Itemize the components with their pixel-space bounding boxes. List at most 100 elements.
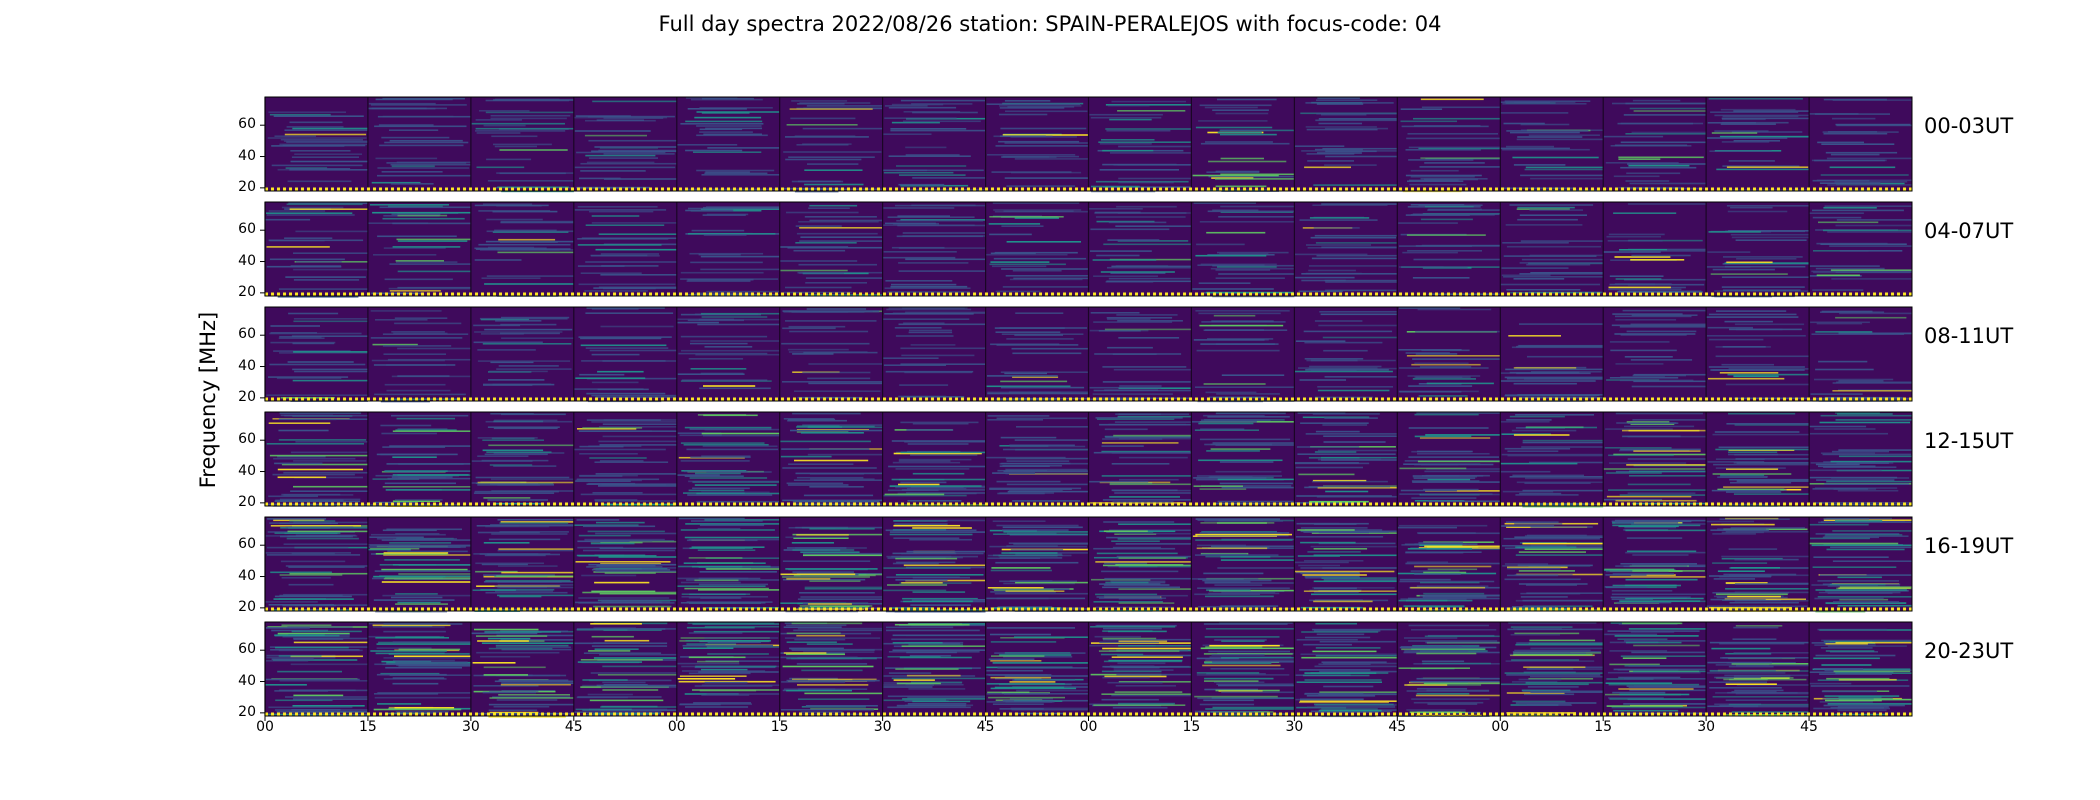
spectral-line — [1218, 690, 1263, 692]
spectral-line — [1412, 358, 1501, 360]
spectral-line — [1002, 286, 1089, 288]
spectral-line — [293, 318, 368, 320]
spectral-line — [1418, 541, 1463, 544]
spectral-line — [1502, 490, 1554, 493]
spectral-line — [1818, 465, 1876, 468]
spectral-line — [786, 578, 831, 580]
spectral-line — [1198, 312, 1281, 315]
spectral-line — [486, 218, 543, 221]
spectral-line — [794, 390, 881, 392]
spectral-line — [995, 290, 1041, 293]
spectral-line — [574, 209, 667, 211]
spectral-line — [986, 385, 1071, 388]
spectral-line — [477, 360, 571, 362]
spectral-line — [489, 370, 548, 373]
spectral-line — [1816, 179, 1912, 182]
spectral-line — [578, 430, 677, 432]
spectral-line — [985, 456, 1066, 459]
spectral-line — [490, 478, 574, 481]
spectral-line — [906, 487, 967, 490]
spectral-line — [1215, 178, 1295, 180]
spectral-line — [912, 527, 972, 529]
spectral-line — [1408, 624, 1489, 627]
spectral-line — [477, 349, 536, 351]
spectral-line — [1119, 532, 1192, 535]
spectral-line — [1090, 398, 1143, 401]
spectral-line — [373, 599, 455, 601]
spectral-line — [499, 149, 568, 151]
spectral-line — [499, 241, 558, 243]
spectral-line — [577, 244, 662, 246]
spectral-line — [1733, 110, 1810, 112]
spectral-line — [1407, 133, 1498, 135]
spectral-line — [477, 437, 538, 439]
spectral-line — [1200, 142, 1290, 145]
spectral-line — [689, 477, 768, 479]
spectral-line — [1427, 500, 1501, 502]
spectral-line — [594, 499, 638, 501]
spectral-line — [591, 353, 640, 356]
spectrum-segment — [573, 517, 677, 611]
spectral-line — [1500, 147, 1570, 150]
spectral-line — [780, 573, 856, 576]
spectral-line — [277, 168, 346, 171]
spectral-line — [1311, 593, 1397, 596]
spectral-line — [797, 684, 869, 686]
spectral-line — [884, 313, 974, 315]
spectral-line — [1819, 421, 1910, 424]
spectral-line — [1618, 186, 1682, 189]
spectral-line — [1725, 582, 1768, 584]
spectral-line — [1513, 164, 1566, 166]
spectral-line — [882, 589, 947, 592]
spectral-line — [1095, 216, 1186, 218]
spectral-line — [289, 520, 336, 522]
spectrum-segment — [1087, 412, 1192, 506]
spectral-line — [1299, 700, 1398, 702]
spectral-line — [1014, 439, 1089, 441]
spectral-line — [790, 117, 856, 120]
spectral-line — [590, 254, 648, 257]
spectral-line — [1204, 636, 1280, 638]
spectral-line — [602, 435, 677, 438]
spectral-line — [284, 609, 339, 611]
spectral-line — [1837, 576, 1882, 579]
spectrum-segment — [1705, 202, 1810, 298]
spectral-line — [695, 353, 780, 356]
spectral-line — [1201, 321, 1286, 323]
spectral-line — [1415, 245, 1501, 247]
spectral-line — [1301, 656, 1398, 659]
spectral-line — [590, 623, 642, 625]
spectral-line — [1607, 630, 1700, 632]
spectral-line — [698, 671, 779, 673]
spectral-line — [804, 588, 883, 590]
spectral-line — [370, 533, 446, 536]
spectral-line — [495, 646, 571, 649]
spectral-line — [883, 642, 961, 645]
spectral-line — [1825, 650, 1875, 652]
spectral-line — [290, 265, 342, 267]
spectral-line — [1204, 688, 1258, 691]
spectral-line — [501, 316, 570, 319]
spectral-line — [382, 594, 471, 597]
spectral-line — [1515, 554, 1604, 556]
spectrum-segment — [470, 307, 574, 401]
spectral-line — [706, 693, 780, 695]
spectral-line — [1508, 622, 1597, 624]
spectral-line — [270, 325, 320, 327]
spectral-line — [1625, 551, 1707, 554]
spectral-line — [574, 116, 668, 119]
spectral-line — [1319, 311, 1398, 313]
spectral-line — [1426, 382, 1494, 385]
spectral-line — [889, 531, 986, 533]
spectral-line — [397, 286, 471, 289]
spectrum-segment — [1808, 622, 1912, 716]
spectral-line — [496, 368, 572, 370]
spectrum-segment — [264, 622, 368, 717]
spectral-line — [594, 648, 639, 650]
spectral-line — [1631, 250, 1707, 252]
spectral-line — [1728, 412, 1796, 415]
spectral-line — [804, 216, 877, 218]
spectral-line — [995, 145, 1089, 147]
spectral-line — [809, 486, 864, 488]
spectral-line — [1309, 500, 1369, 503]
